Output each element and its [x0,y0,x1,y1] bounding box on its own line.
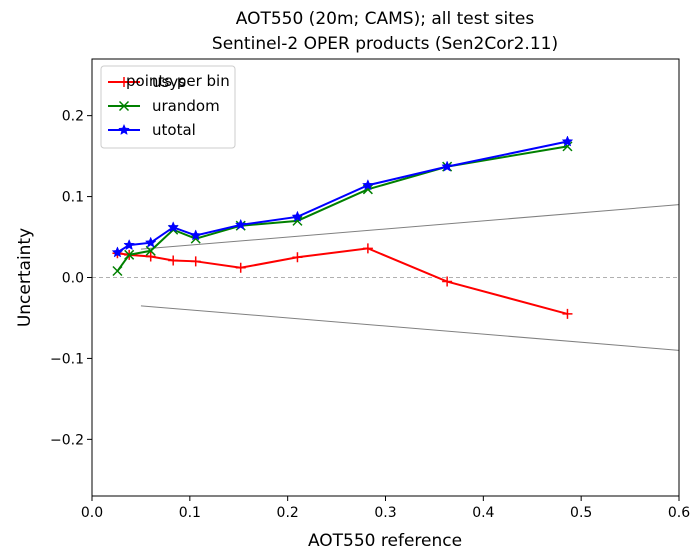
data-point-urandom [562,141,573,152]
data-point-utotal [362,179,374,191]
legend-entry-urandom: urandom [108,97,220,115]
x-tick-label: 0.4 [472,505,494,521]
series-line-urandom [116,145,568,272]
legend-marker-urandom [118,100,130,112]
data-point-utotal [144,236,157,248]
legend-entry-utotal: utotal [108,121,196,139]
series-line-utotal [116,140,568,254]
data-point-utotal [441,160,453,172]
data-point-usys [168,255,179,266]
data-point-usys [442,276,453,287]
data-point-usys [362,243,373,254]
x-axis: 0.0 0.1 0.2 0.3 0.4 0.5 0.6 [81,496,690,521]
series-utotal [111,135,574,258]
reference-line-spec-upper [140,204,679,250]
x-tick-label: 0.2 [277,505,299,521]
chart-subtitle: Sentinel-2 OPER products (Sen2Cor2.11) [212,34,558,54]
series-usys [112,243,573,319]
series-urandom [112,141,573,277]
x-tick-label: 0.6 [668,505,690,521]
chart-title: AOT550 (20m; CAMS); all test sites [236,9,535,29]
legend-label-utotal: utotal [152,121,196,139]
plot-area [92,135,679,351]
reference-line-spec-lower [140,305,679,351]
data-point-utotal [291,210,304,222]
y-axis: −0.2 −0.1 0.0 0.1 0.2 [50,109,92,448]
data-point-usys [562,308,573,319]
x-tick-label: 0.0 [81,505,103,521]
data-point-urandom [124,249,135,260]
x-tick-label: 0.5 [570,505,592,521]
points-per-bin-annotation: points per bin [126,72,230,90]
legend-marker-usys [119,77,129,87]
x-tick-label: 0.3 [374,505,396,521]
legend-label-usys: usys [152,73,186,91]
legend: usys urandom utotal [100,65,236,149]
data-point-utotal [234,218,247,230]
x-axis-label: AOT550 reference [308,531,462,551]
data-point-urandom [145,245,156,256]
legend-entry-usys: usys [108,73,186,91]
y-axis-label: Uncertainty [15,228,35,327]
y-tick-label: 0.0 [62,271,84,287]
data-point-utotal [167,221,180,233]
y-tick-label: 0.2 [62,109,84,125]
x-tick-label: 0.1 [179,505,201,521]
series-line-usys [117,247,568,315]
data-point-usys [190,256,201,267]
y-tick-label: −0.1 [50,351,84,367]
legend-box [100,65,236,149]
data-point-utotal [123,238,136,251]
data-point-urandom [112,265,123,277]
data-point-usys [292,252,303,263]
y-tick-label: 0.1 [62,190,84,206]
data-point-usys [145,251,156,262]
legend-label-urandom: urandom [152,97,220,115]
y-tick-label: −0.2 [50,432,84,448]
legend-marker-utotal [118,123,130,135]
data-point-utotal [561,135,574,147]
data-point-utotal [189,229,202,241]
data-point-usys [235,262,246,273]
data-point-utotal [111,246,124,258]
